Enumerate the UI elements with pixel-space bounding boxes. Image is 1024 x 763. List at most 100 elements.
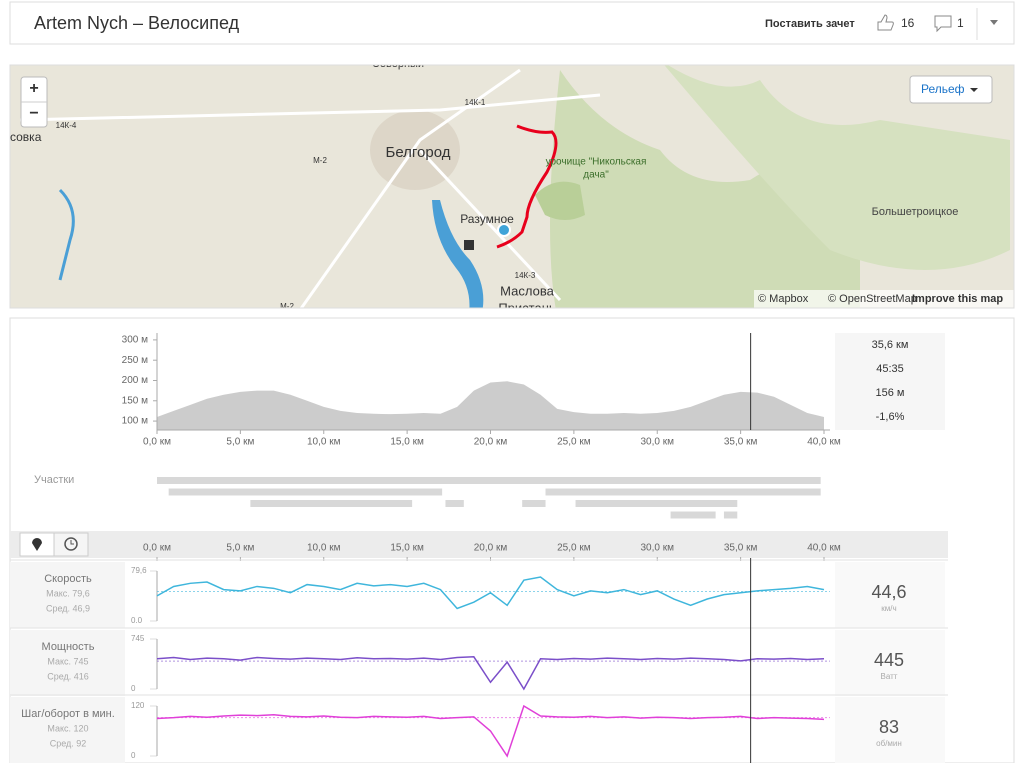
stream-line bbox=[156, 656, 825, 691]
readout: 35,6 км bbox=[872, 339, 909, 351]
x-tick-label: 20,0 км bbox=[474, 543, 508, 554]
x-tick-label: 5,0 км bbox=[226, 543, 254, 554]
x-tick-label: 25,0 км bbox=[557, 543, 591, 554]
x-tick-label: 35,0 км bbox=[724, 437, 758, 448]
y-tick-label: 300 м bbox=[122, 335, 148, 346]
attribution[interactable]: © OpenStreetMap bbox=[828, 293, 917, 305]
stream-line bbox=[156, 576, 825, 610]
stream-max: Макс. 745 bbox=[47, 656, 88, 666]
x-tick-label: 40,0 км bbox=[807, 543, 841, 554]
readout: 45:35 bbox=[876, 363, 904, 375]
stream-label-bg bbox=[10, 697, 125, 763]
road-label: 14К-4 bbox=[56, 121, 77, 130]
x-tick-label: 5,0 км bbox=[226, 437, 254, 448]
layer-button[interactable] bbox=[909, 75, 993, 104]
segment-bar bbox=[545, 488, 821, 496]
place-label: Большетроицкое bbox=[872, 206, 959, 218]
road-label: М-2 bbox=[280, 302, 294, 311]
stream-y-tick-label: 0.0 bbox=[131, 616, 143, 625]
stream-unit: Ватт bbox=[881, 672, 898, 681]
stream-value-bg bbox=[835, 697, 945, 763]
stream-value-bg bbox=[835, 562, 945, 628]
x-tick-label: 20,0 км bbox=[474, 437, 508, 448]
x-tick-label: 25,0 км bbox=[557, 437, 591, 448]
stream-name: Шаг/оборот в мин. bbox=[21, 708, 115, 720]
place-label: Маслова bbox=[500, 283, 554, 298]
place-label: урочище "Никольская bbox=[546, 157, 647, 168]
x-tick-label: 35,0 км bbox=[724, 543, 758, 554]
x-tick-label: 30,0 км bbox=[641, 437, 675, 448]
place-label: совка bbox=[10, 130, 42, 144]
y-tick-label: 250 м bbox=[122, 355, 148, 366]
stream-name: Мощность bbox=[42, 641, 95, 653]
kudos-count[interactable]: 16 bbox=[901, 16, 915, 30]
stream-toolbar bbox=[10, 531, 948, 558]
segment-bar bbox=[250, 500, 413, 507]
zoom-out[interactable]: − bbox=[29, 105, 38, 122]
readout: -1,6% bbox=[876, 411, 905, 423]
x-tick-label: 30,0 км bbox=[641, 543, 675, 554]
kudos-icon[interactable] bbox=[877, 14, 894, 31]
map: Белгород Разумное Маслова Пристань урочи… bbox=[10, 58, 1014, 315]
segment-bar bbox=[522, 500, 546, 507]
stream-unit: об/мин bbox=[876, 739, 902, 748]
stream-current: 445 bbox=[874, 650, 904, 670]
stream-avg: Сред. 416 bbox=[47, 671, 89, 681]
segment-bar bbox=[670, 511, 716, 519]
road-label: М-2 bbox=[313, 156, 327, 165]
road-label: 14К-3 bbox=[515, 271, 536, 280]
comment-count[interactable]: 1 bbox=[957, 16, 964, 30]
segment-bar bbox=[168, 488, 443, 496]
x-tick-label: 10,0 км bbox=[307, 437, 341, 448]
y-tick-label: 200 м bbox=[122, 375, 148, 386]
road-label: 14К-1 bbox=[465, 98, 486, 107]
stream-avg: Сред. 92 bbox=[50, 738, 87, 748]
y-tick-label: 100 м bbox=[122, 416, 148, 427]
stream-y-tick-label: 745 bbox=[131, 634, 145, 643]
comment-icon[interactable] bbox=[934, 15, 952, 33]
x-tick-label: 0,0 км bbox=[143, 437, 171, 448]
stream-y-tick-label: 0 bbox=[131, 684, 136, 693]
x-tick-label: 10,0 км bbox=[307, 543, 341, 554]
stream-avg: Сред. 46,9 bbox=[46, 603, 90, 613]
stream-value-bg bbox=[835, 630, 945, 696]
place-label: Пристань bbox=[498, 300, 556, 315]
attribution[interactable]: Improve this map bbox=[912, 293, 1003, 305]
stream-current: 44,6 bbox=[871, 582, 906, 602]
stream-name: Скорость bbox=[44, 573, 92, 585]
segment-bar bbox=[445, 500, 464, 507]
x-tick-label: 15,0 км bbox=[390, 543, 424, 554]
stream-line bbox=[156, 704, 825, 758]
readout: 156 м bbox=[876, 387, 905, 399]
segment-bar bbox=[723, 511, 738, 519]
segments-label: Участки bbox=[34, 474, 74, 486]
stream-y-tick-label: 0 bbox=[131, 751, 136, 760]
place-label: Белгород bbox=[385, 144, 450, 161]
place-label: Разумное bbox=[460, 212, 514, 226]
stream-label-bg bbox=[10, 630, 125, 696]
place-label: дача" bbox=[583, 170, 609, 181]
give-kudos[interactable]: Поставить зачет bbox=[765, 18, 855, 30]
zoom-in[interactable]: + bbox=[29, 80, 38, 97]
layer-label[interactable]: Рельеф bbox=[921, 82, 965, 96]
stream-unit: км/ч bbox=[881, 604, 896, 613]
stream-max: Макс. 79,6 bbox=[46, 588, 90, 598]
attribution[interactable]: © Mapbox bbox=[758, 293, 809, 305]
title: Artem Nych – Велосипед bbox=[34, 13, 240, 33]
stream-y-tick-label: 79,6 bbox=[131, 566, 147, 575]
elevation-area bbox=[157, 381, 824, 430]
menu-caret[interactable] bbox=[990, 20, 998, 25]
x-tick-label: 40,0 км bbox=[807, 437, 841, 448]
stream-label-bg bbox=[10, 562, 125, 628]
place-label: Северный bbox=[372, 58, 424, 70]
x-tick-label: 0,0 км bbox=[143, 543, 171, 554]
x-tick-label: 15,0 км bbox=[390, 437, 424, 448]
segment-bar bbox=[157, 477, 821, 484]
stream-y-tick-label: 120 bbox=[131, 701, 145, 710]
segment-bar bbox=[575, 500, 738, 507]
y-tick-label: 150 м bbox=[122, 395, 148, 406]
header bbox=[9, 1, 1015, 45]
stream-current: 83 bbox=[879, 717, 899, 737]
stream-max: Макс. 120 bbox=[47, 723, 88, 733]
